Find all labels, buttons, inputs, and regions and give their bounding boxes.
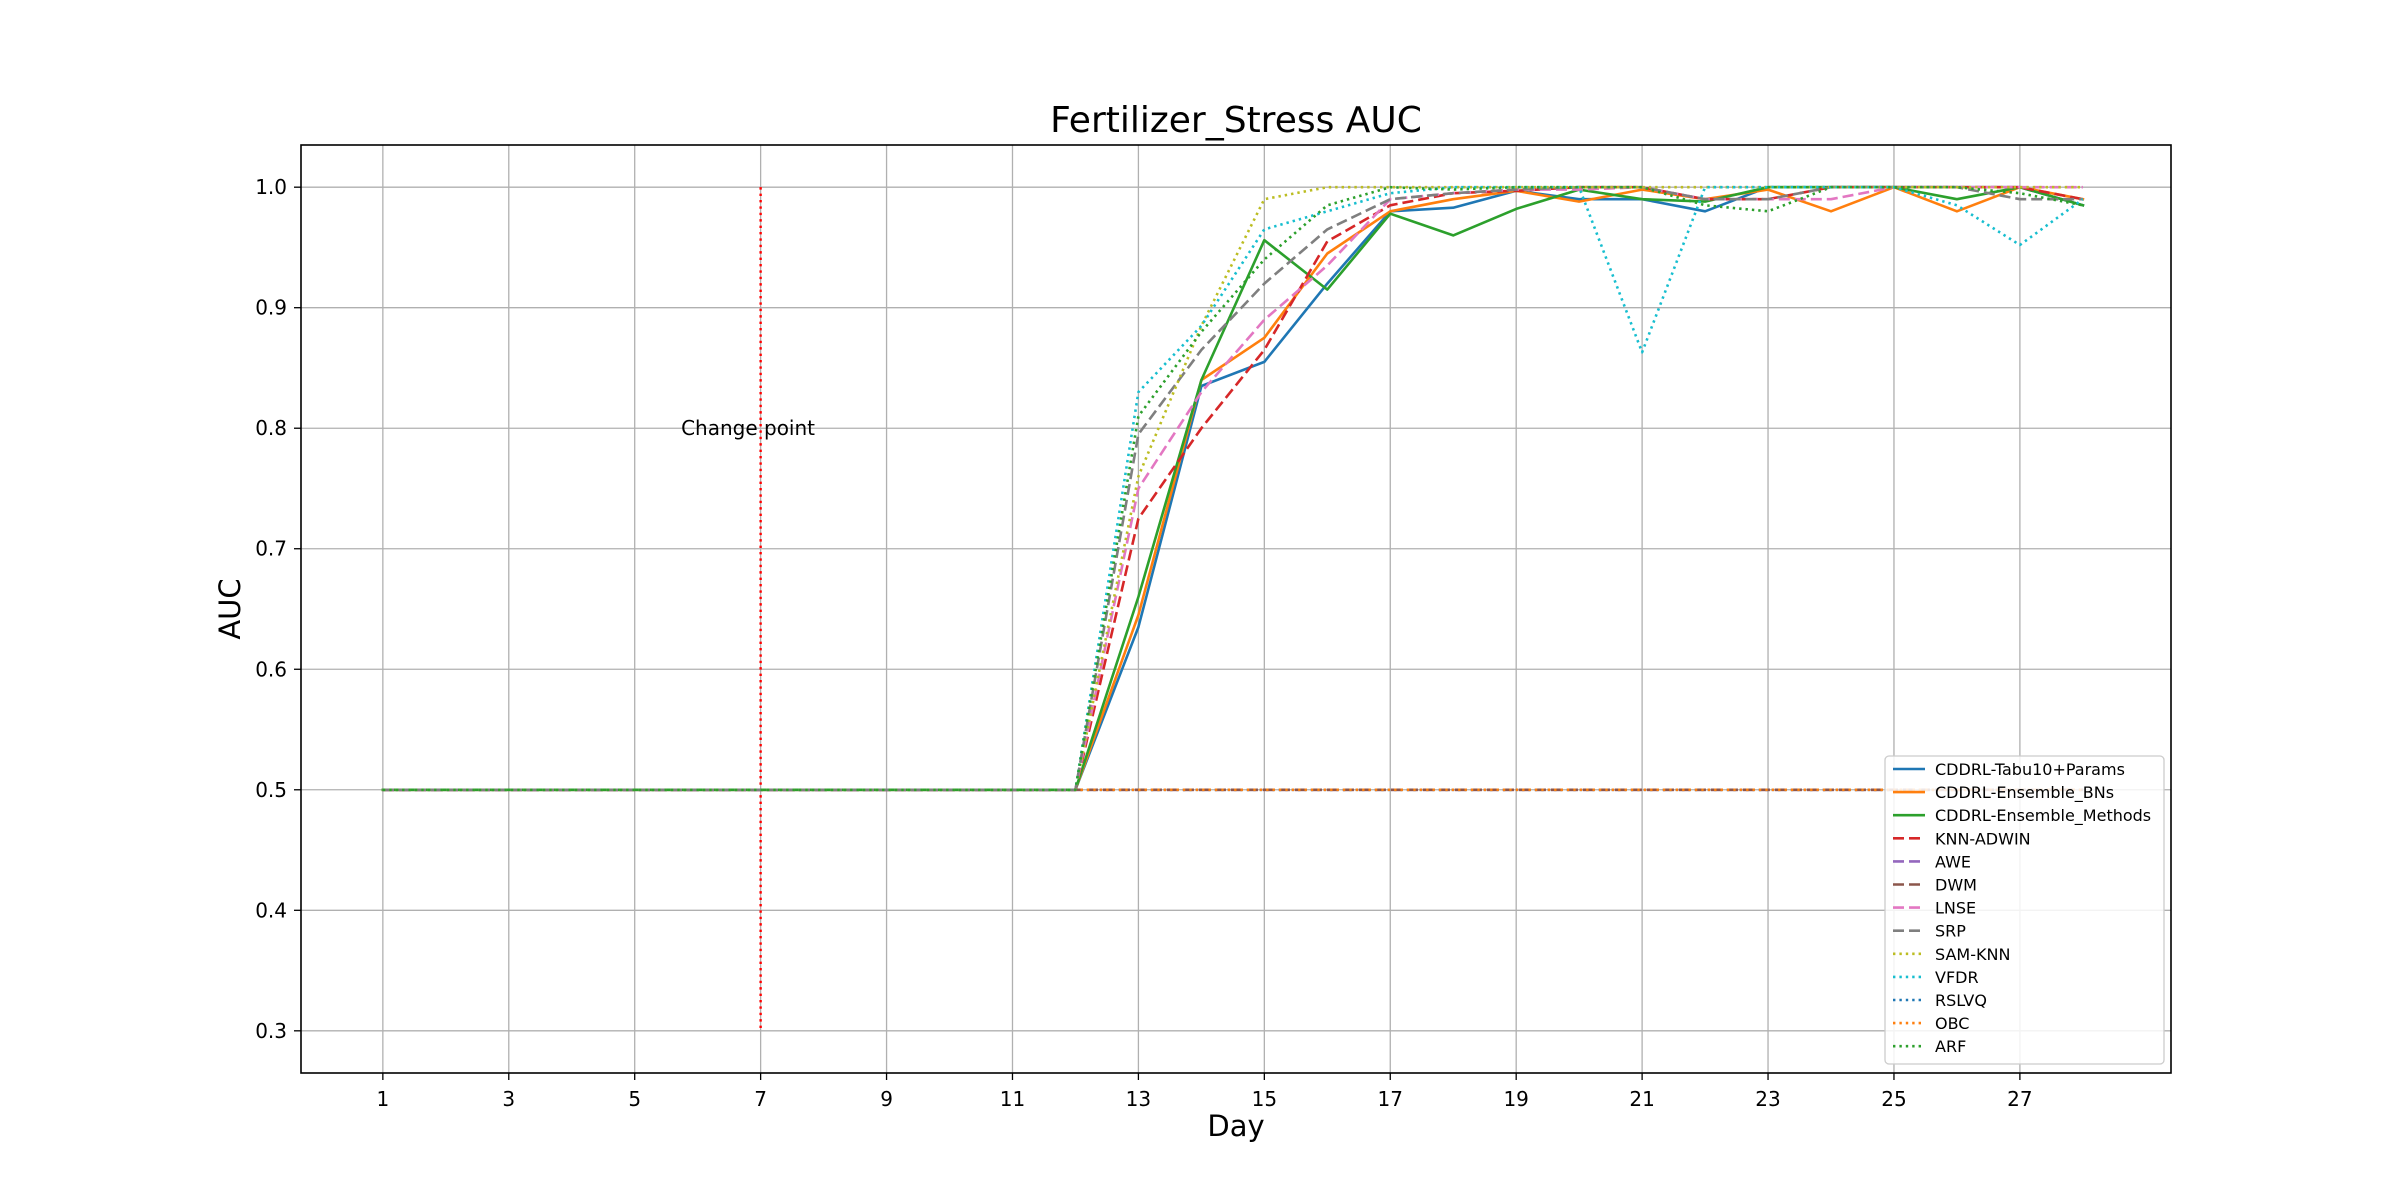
y-tick-label: 0.8 [255,416,287,440]
y-tick-label: 0.9 [255,296,287,320]
x-tick-label: 11 [1000,1087,1025,1111]
y-tick-label: 0.4 [255,898,287,922]
series-line-lnse [382,185,2083,792]
legend: CDDRL-Tabu10+Params CDDRL-Ensemble_BNs CDD… [1884,755,2165,1065]
legend-entry-label: AWE [1935,852,1971,871]
series-line-vfdr [382,185,2084,792]
legend-entry-label: CDDRL-Ensemble_Methods [1935,806,2151,826]
series-line-sam-knn [382,185,2083,792]
x-tick-label: 3 [502,1087,515,1111]
legend-entry-label: DWM [1935,876,1977,895]
tick-layer: 1 3 5 7 9 11 13 15 17 19 21 23 25 270.30.40.50.60.70.… [255,175,2032,1111]
y-tick-label: 0.7 [255,537,287,561]
series-line-knn-adwin [382,185,2084,792]
legend-entry-label: ARF [1935,1037,1966,1056]
plot-frame [300,144,2172,1074]
x-tick-label: 25 [1881,1087,1906,1111]
legend-entry-label: LNSE [1935,899,1976,918]
x-tick-label: 5 [628,1087,641,1111]
x-tick-label: 19 [1503,1087,1528,1111]
legend-entry-label: KNN-ADWIN [1935,829,2031,848]
x-tick-label: 17 [1378,1087,1403,1111]
y-tick-label: 0.5 [255,778,287,802]
legend-box [1884,755,2165,1065]
legend-entry-label: RSLVQ [1935,991,1987,1010]
legend-entry-label: VFDR [1935,968,1979,987]
legend-entry-label: CDDRL-Tabu10+Params [1935,760,2125,779]
series-layer [381,185,2085,792]
chart-title: Fertilizer_Stress AUC [1050,100,1422,141]
legend-entry-label: SAM-KNN [1935,945,2010,964]
series-line-cddrl-ensemble-methods [381,185,2085,792]
y-tick-label: 1.0 [255,175,287,199]
x-tick-label: 15 [1252,1087,1277,1111]
series-line-arf [382,185,2084,792]
x-tick-label: 7 [754,1087,767,1111]
legend-entry-label: OBC [1935,1014,1969,1033]
y-axis-title: AUC [213,578,247,639]
series-line-srp [382,185,2083,792]
x-tick-label: 1 [376,1087,389,1111]
x-axis-title: Day [1207,1109,1264,1143]
change-point-label: Change point [681,416,815,440]
x-tick-label: 21 [1629,1087,1654,1111]
series-line-cddrl-ensemble-bns [381,185,2085,792]
x-tick-label: 13 [1126,1087,1151,1111]
x-tick-label: 9 [880,1087,893,1111]
series-line-cddrl-tabu10-params [381,185,2085,792]
x-tick-label: 23 [1755,1087,1780,1111]
y-tick-label: 0.3 [255,1019,287,1043]
y-tick-label: 0.6 [255,657,287,681]
legend-entry-label: CDDRL-Ensemble_BNs [1935,783,2114,803]
legend-entry-label: SRP [1935,922,1966,941]
x-tick-label: 27 [2007,1087,2032,1111]
